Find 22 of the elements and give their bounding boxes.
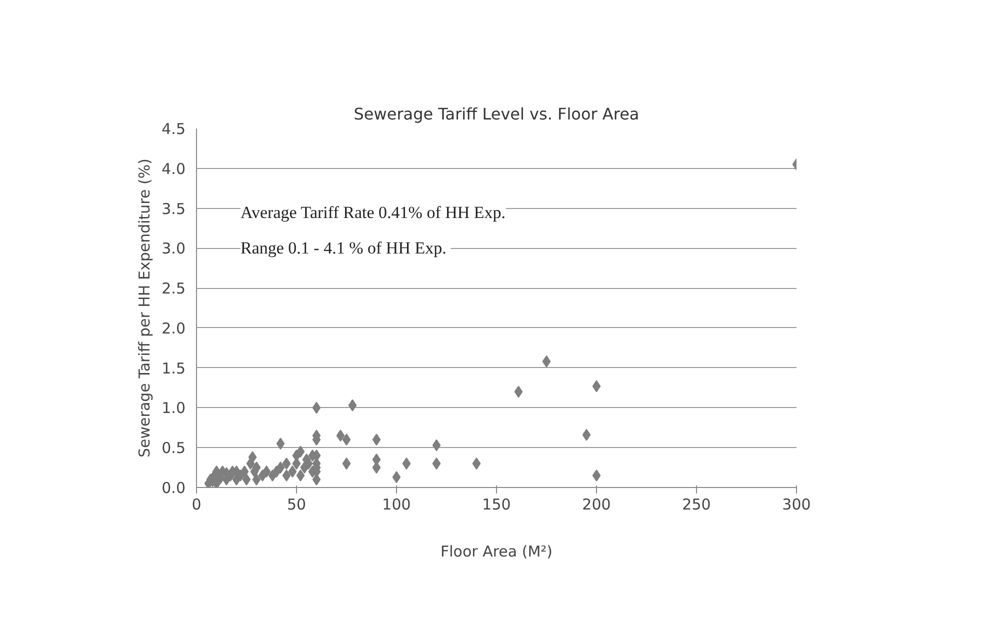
x-tick-label: 100 [382,496,411,514]
y-axis-title: Sewerage Tariff per HH Expenditure (%) [136,158,154,458]
y-tick-label: 2.5 [162,280,186,298]
y-tick-label: 1.5 [162,359,186,378]
x-axis-title: Floor Area (M²) [440,542,553,560]
y-tick-label: 3.0 [162,240,186,258]
x-tick-label: 50 [286,496,306,514]
x-tick-label: 150 [482,496,511,514]
y-tick-label: 0.5 [162,439,186,458]
chart-title: Sewerage Tariff Level vs. Floor Area [354,104,640,124]
y-tick-label: 4.0 [162,160,186,178]
annotation: Range 0.1 - 4.1 % of HH Exp. [240,238,446,258]
y-tick-label: 0.0 [162,479,186,497]
x-tick-label: 250 [682,496,711,514]
annotation: Average Tariff Rate 0.41% of HH Exp. [240,202,506,222]
x-tick-label: 0 [192,496,202,514]
y-tick-label: 1.0 [162,399,186,418]
y-tick-label: 3.5 [162,200,186,218]
y-tick-label: 2.0 [162,319,186,338]
x-tick-label: 200 [582,496,611,514]
x-tick-label: 300 [782,496,811,514]
y-tick-label: 4.5 [162,120,186,138]
